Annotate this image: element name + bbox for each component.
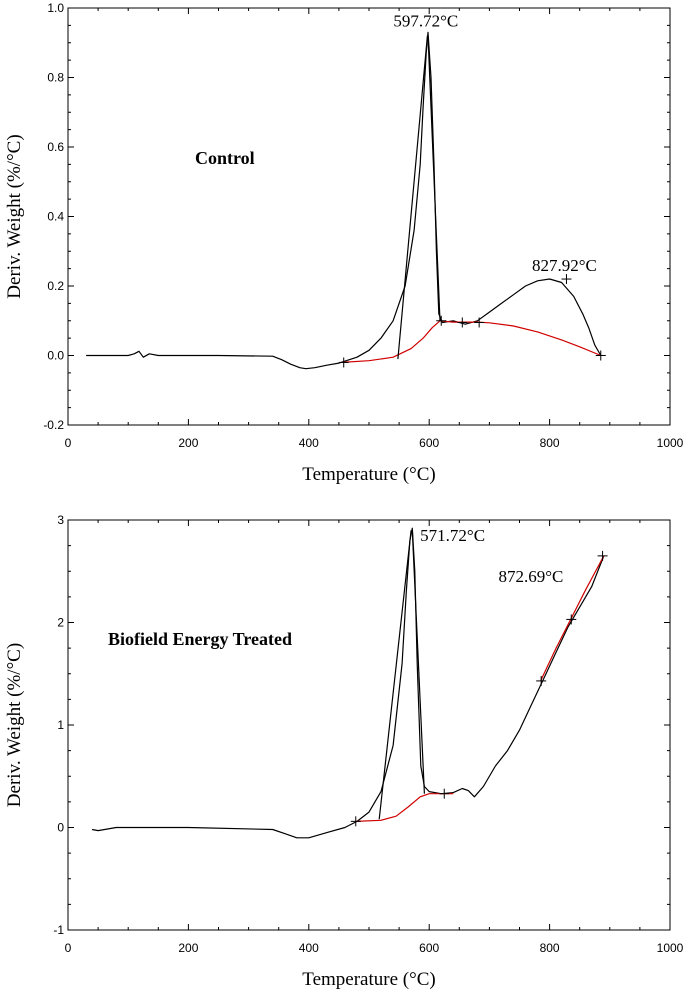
y-tick-label: 1.0 <box>47 1 64 15</box>
y-tick-label: 0.0 <box>47 349 64 363</box>
y-tick-label: 3 <box>57 513 64 527</box>
x-tick-label: 200 <box>178 436 198 450</box>
y-axis-label: Deriv. Weight (%/°C) <box>4 134 25 298</box>
dtg-curve-line-3 <box>378 530 412 820</box>
plot-frame <box>67 7 671 426</box>
dtg-curve-line-0 <box>91 527 605 839</box>
x-axis-label: Temperature (°C) <box>302 969 435 990</box>
x-tick-label: 0 <box>65 436 72 450</box>
peak-temperature-label: 571.72°C <box>420 526 485 545</box>
y-tick-label: 0.6 <box>47 140 64 154</box>
y-tick-label: -0.2 <box>43 418 64 432</box>
cross-marker <box>536 675 547 686</box>
x-tick-label: 400 <box>299 436 319 450</box>
y-tick-label: 0.8 <box>47 71 64 85</box>
dtg-curve-line-0 <box>86 31 602 370</box>
peak-temperature-label: 827.92°C <box>532 256 597 275</box>
cross-marker <box>457 317 468 328</box>
x-tick-label: 1000 <box>657 941 684 955</box>
x-tick-label: 800 <box>540 941 560 955</box>
cross-marker <box>597 550 608 561</box>
peak-temperature-label: 597.72°C <box>393 11 458 30</box>
y-axis-label: Deriv. Weight (%/°C) <box>4 643 25 807</box>
cross-marker <box>439 788 450 799</box>
cross-marker <box>566 614 577 625</box>
x-tick-label: 400 <box>299 941 319 955</box>
cross-marker <box>595 350 606 361</box>
sample-label: Biofield Energy Treated <box>108 629 292 649</box>
baseline-fit-line-1 <box>355 793 454 822</box>
cross-marker <box>474 317 485 328</box>
x-tick-label: 200 <box>178 941 198 955</box>
x-tick-label: 1000 <box>657 436 684 450</box>
cross-marker <box>436 315 447 326</box>
baseline-fit-line-1 <box>341 320 602 363</box>
dtg-curve-line-3 <box>427 35 441 321</box>
y-tick-label: 0.2 <box>47 279 64 293</box>
cross-marker <box>350 816 361 827</box>
y-tick-label: 2 <box>57 616 64 630</box>
dtg-curve-line-4 <box>411 530 425 794</box>
control-dtg-chart: 0 200 400 600 800 1000 -0.2 0.0 0.2 0.4 0.6 0.8 1.0 T… <box>4 1 684 485</box>
x-tick-label: 0 <box>65 941 72 955</box>
y-tick-label: 0.4 <box>47 210 64 224</box>
sample-label: Control <box>195 148 255 168</box>
x-tick-label: 800 <box>540 436 560 450</box>
y-tick-label: -1 <box>53 923 64 937</box>
peak-temperature-label: 872.69°C <box>498 567 563 586</box>
cross-marker <box>561 274 572 285</box>
dtg-curve-line-2 <box>397 35 428 360</box>
cross-marker <box>338 357 349 368</box>
x-tick-label: 600 <box>419 436 439 450</box>
x-tick-label: 600 <box>419 941 439 955</box>
x-axis-label: Temperature (°C) <box>302 464 435 485</box>
y-tick-label: 0 <box>57 821 64 835</box>
y-tick-label: 1 <box>57 718 64 732</box>
plot-frame <box>67 519 671 931</box>
